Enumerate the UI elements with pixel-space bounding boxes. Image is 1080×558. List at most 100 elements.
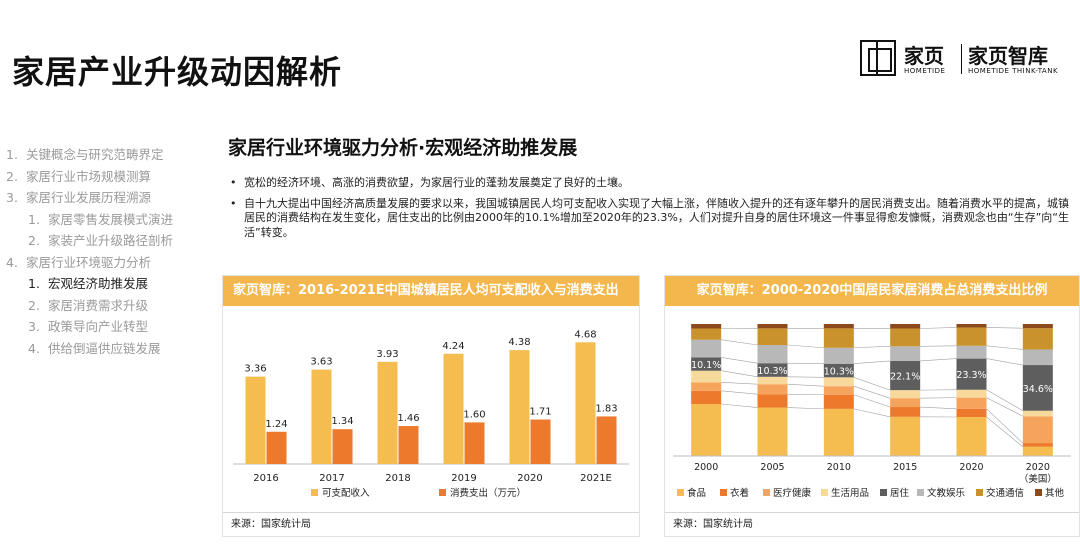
stack-segment [757, 384, 788, 395]
stack-segment [691, 390, 722, 404]
outline-item[interactable]: 1. 关键概念与研究范畴界定 [6, 144, 173, 166]
logo-think-en: HOMETIDE THINK-TANK [968, 67, 1059, 75]
bar-income [575, 342, 596, 464]
logo-brand-cn: 家页 [904, 44, 944, 68]
stack-segment [823, 363, 854, 378]
series-connector-line [853, 394, 891, 408]
stack-segment [1022, 446, 1053, 456]
x-tick-label: 2000 [694, 462, 718, 473]
segment-value-label: 10.1% [691, 360, 721, 371]
outline-item-label: 供给倒逼供应链发展 [48, 340, 161, 356]
stack-segment [691, 403, 722, 456]
legend-label: 其他 [1045, 487, 1065, 499]
series-connector-line [721, 370, 758, 378]
x-tick-label: （美国） [1019, 473, 1057, 485]
outline-item-number: 3. [6, 190, 18, 205]
series-connector-line [721, 390, 758, 395]
stack-segment [890, 324, 921, 329]
series-connector-line [853, 385, 891, 399]
segment-value-label: 22.1% [890, 372, 920, 383]
stack-segment [956, 397, 987, 409]
series-connector-line [986, 345, 1023, 350]
bar-spend [398, 426, 419, 464]
x-tick-label: 2018 [385, 473, 410, 484]
stack-segment [757, 394, 788, 408]
series-connector-line [920, 327, 957, 329]
bar-spend [332, 429, 353, 464]
stack-segment [956, 324, 987, 328]
stack-segment [1022, 324, 1053, 329]
outline-item[interactable]: 1. 宏观经济助推发展 [6, 273, 173, 295]
bar-value-label: 1.60 [463, 409, 485, 420]
outline-item-label: 政策导向产业转型 [48, 319, 149, 334]
bar-value-label: 3.36 [244, 364, 266, 375]
legend-swatch [311, 489, 318, 496]
outline-item[interactable]: 4. 供给倒逼供应链发展 [6, 338, 173, 360]
stack-segment [890, 407, 921, 417]
stack-segment [823, 347, 854, 364]
series-connector-line [920, 358, 957, 362]
stack-segment [757, 376, 788, 385]
series-connector-line [853, 408, 891, 418]
bar-value-label: 1.71 [529, 407, 551, 418]
legend-swatch [917, 489, 924, 496]
legend-swatch [1035, 489, 1042, 496]
income-chart-title: 家页智库：2016-2021E中国城镇居民人均可支配收入与消费支出 [223, 276, 639, 306]
series-connector-line [787, 383, 824, 387]
stack-segment [956, 416, 987, 456]
outline-item[interactable]: 4. 家居行业环境驱力分析 [6, 252, 173, 274]
segment-value-label: 23.3% [956, 370, 986, 381]
bullet-list: 宽松的经济环境、高涨的消费欲望，为家居行业的蓬勃发展奠定了良好的土壤。 自十九大… [228, 176, 1070, 246]
series-connector-line [787, 362, 824, 365]
outline-item-label: 家居行业环境驱力分析 [26, 254, 152, 270]
outline-item-number: 1. [28, 276, 40, 291]
bar-value-label: 3.93 [376, 349, 398, 360]
stack-segment [691, 357, 722, 371]
series-connector-line [721, 357, 758, 364]
outline-item-label: 家居零售发展模式演进 [48, 211, 174, 227]
stack-segment [757, 324, 788, 329]
bar-value-label: 1.83 [595, 403, 617, 414]
bar-value-label: 3.63 [310, 357, 332, 368]
stack-segment [691, 324, 722, 329]
x-tick-label: 2015 [893, 462, 917, 473]
stack-segment [757, 363, 788, 377]
stack-segment [757, 407, 788, 456]
series-connector-line [787, 393, 824, 396]
outline-item[interactable]: 3. 政策导向产业转型 [6, 316, 173, 338]
outline-item[interactable]: 1. 家居零售发展模式演进 [6, 209, 173, 231]
stack-segment [1022, 328, 1053, 350]
x-tick-label: 2016 [253, 473, 278, 484]
outline-item-label: 家装产业升级路径剖析 [48, 233, 174, 248]
outline-item-number: 4. [28, 340, 40, 356]
series-connector-line [721, 339, 758, 346]
series-connector-line [986, 408, 1024, 444]
stack-segment [757, 344, 788, 364]
x-tick-label: 2010 [827, 462, 851, 473]
outline-item[interactable]: 2. 家居消费需求升级 [6, 295, 173, 317]
stack-segment [890, 328, 921, 347]
outline-item[interactable]: 3. 家居行业发展历程溯源 [6, 187, 173, 209]
stack-segment [890, 360, 921, 391]
stack-segment [1022, 349, 1053, 366]
legend-label: 医疗健康 [773, 487, 812, 499]
consumption-chart-source: 来源：国家统计局 [673, 519, 753, 530]
stack-segment [956, 345, 987, 359]
bullet-item: 宽松的经济环境、高涨的消费欲望，为家居行业的蓬勃发展奠定了良好的土壤。 [228, 176, 1070, 191]
series-connector-line [986, 358, 1023, 366]
income-chart-source: 来源：国家统计局 [231, 519, 311, 530]
x-tick-label: 2020 [1026, 462, 1050, 473]
series-connector-line [920, 406, 957, 410]
segment-value-label: 34.6% [1023, 384, 1053, 395]
outline-item[interactable]: 2. 家居行业市场规模测算 [6, 166, 173, 188]
outline-item[interactable]: 2. 家装产业升级路径剖析 [6, 230, 173, 252]
outline-item-number: 1. [6, 147, 18, 162]
stack-segment [823, 328, 854, 348]
outline-item-label: 关键概念与研究范畴界定 [26, 147, 164, 162]
stack-segment [956, 358, 987, 390]
hometide-logo-mark-icon [860, 40, 896, 76]
stack-segment [691, 339, 722, 358]
bar-value-label: 1.46 [397, 413, 419, 424]
stack-segment [757, 328, 788, 345]
legend-label: 衣着 [730, 487, 749, 499]
